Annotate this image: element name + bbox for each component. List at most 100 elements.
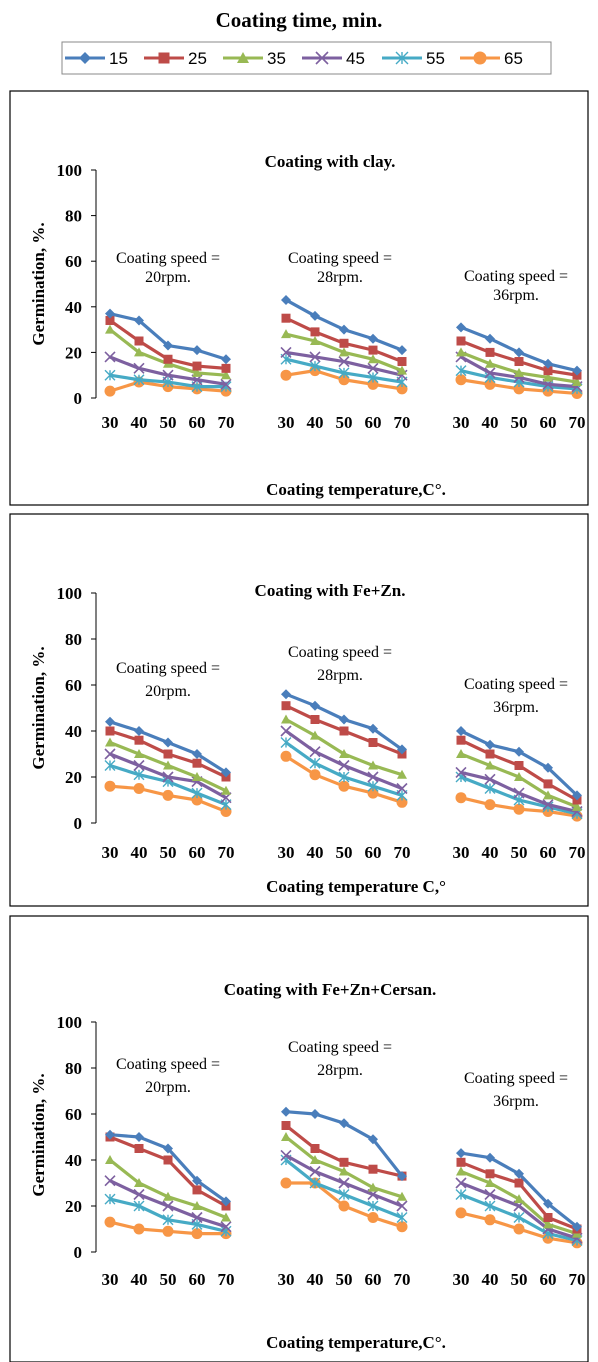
x-tick-label: 60 xyxy=(365,413,382,432)
chart-title: Coating with clay. xyxy=(265,152,396,171)
speed-group-2: 30 40 50 60 70 Coating speed = 28rpm. xyxy=(278,250,411,432)
data-point xyxy=(134,336,144,346)
x-tick-label: 40 xyxy=(307,413,324,432)
data-point xyxy=(368,1164,378,1174)
chart-panel-3: 0 20 40 60 80 100 Germination, %. Coating with … xyxy=(9,915,589,1362)
y-tick-label: 40 xyxy=(65,298,82,317)
data-point xyxy=(281,689,291,700)
data-point xyxy=(280,1177,292,1189)
data-point xyxy=(104,748,116,760)
x-tick-label: 30 xyxy=(453,843,470,862)
y-tick-label: 40 xyxy=(65,1151,82,1170)
series-55 xyxy=(104,1193,232,1237)
x-tick-label: 50 xyxy=(160,413,177,432)
data-point xyxy=(281,701,291,711)
data-point xyxy=(338,1200,350,1212)
legend-entry-25: 25 xyxy=(144,49,207,68)
data-point xyxy=(368,333,378,344)
data-point xyxy=(484,378,496,390)
series-15 xyxy=(281,1106,407,1182)
data-point xyxy=(220,806,232,817)
data-point xyxy=(310,715,320,724)
data-point xyxy=(133,769,145,781)
data-point xyxy=(338,759,350,772)
series-45 xyxy=(104,1175,232,1233)
data-point xyxy=(397,357,407,367)
x-tick-label: 30 xyxy=(278,413,295,432)
x-tick-label: 50 xyxy=(511,413,528,432)
data-point xyxy=(310,327,320,337)
data-point xyxy=(456,1166,466,1176)
data-point xyxy=(339,1118,349,1129)
series-65 xyxy=(280,750,408,808)
data-point xyxy=(368,354,378,364)
x-tick-label: 60 xyxy=(189,1270,206,1289)
series-35 xyxy=(456,749,582,811)
series-25 xyxy=(105,315,231,373)
legend-entry-15: 15 xyxy=(65,49,128,68)
y-tick-label: 40 xyxy=(65,722,82,741)
data-point xyxy=(133,759,145,772)
x-tick-label: 40 xyxy=(482,843,499,862)
data-point xyxy=(514,1178,524,1188)
x-tick-label: 70 xyxy=(569,1270,586,1289)
data-point xyxy=(192,1201,202,1210)
data-point xyxy=(513,1223,525,1235)
series-35 xyxy=(281,1132,407,1201)
data-point xyxy=(455,792,467,804)
data-point xyxy=(133,1200,145,1212)
data-point xyxy=(368,760,378,770)
data-point xyxy=(162,1225,174,1237)
series-15 xyxy=(281,689,407,755)
x-tick-label: 70 xyxy=(394,1270,411,1289)
data-point xyxy=(456,347,466,357)
data-point xyxy=(338,780,350,792)
x-tick-label: 50 xyxy=(511,843,528,862)
data-point xyxy=(105,1129,115,1140)
x-tick-label: 70 xyxy=(218,843,235,862)
data-point xyxy=(396,796,408,808)
legend-marker xyxy=(395,51,409,65)
speed-group-1: 30 40 50 60 70 Coating speed = 20rpm. xyxy=(102,250,235,432)
x-tick-label: 60 xyxy=(365,1270,382,1289)
data-point xyxy=(220,378,232,390)
x-tick-label: 60 xyxy=(365,843,382,862)
data-point xyxy=(192,361,202,371)
data-point xyxy=(367,371,379,383)
data-point xyxy=(104,369,116,381)
legend-marker xyxy=(315,51,329,65)
data-point xyxy=(105,315,115,325)
speed-annotation: 36rpm. xyxy=(493,1093,539,1110)
data-point xyxy=(221,354,231,365)
data-point xyxy=(485,739,495,750)
series-15 xyxy=(105,716,231,778)
data-point xyxy=(484,1200,496,1212)
data-point xyxy=(514,347,524,358)
data-point xyxy=(572,801,582,811)
x-tick-label: 40 xyxy=(131,843,148,862)
series-45 xyxy=(104,351,232,390)
data-point xyxy=(396,1221,408,1233)
data-point xyxy=(192,1185,202,1195)
speed-annotation: 28rpm. xyxy=(317,667,363,684)
y-tick-label: 100 xyxy=(57,161,83,180)
x-axis-label: Coating temperature,C°. xyxy=(266,1333,446,1352)
x-tick-label: 50 xyxy=(160,1270,177,1289)
data-point xyxy=(309,360,321,372)
data-point xyxy=(281,1106,291,1117)
series-15 xyxy=(456,322,582,376)
y-tick-label: 0 xyxy=(74,814,83,833)
x-tick-label: 60 xyxy=(540,1270,557,1289)
series-55 xyxy=(280,1154,408,1223)
data-point xyxy=(339,338,349,348)
data-point xyxy=(310,730,320,740)
data-point xyxy=(455,1177,467,1189)
data-point xyxy=(163,340,173,351)
x-tick-label: 60 xyxy=(189,843,206,862)
data-point xyxy=(339,1157,349,1167)
series-15 xyxy=(105,1129,231,1207)
speed-annotation: 20rpm. xyxy=(145,1079,191,1096)
data-point xyxy=(484,1214,496,1226)
chart-panel-1: 0 20 40 60 80 100 Germination, %. Coating with … xyxy=(9,90,589,506)
